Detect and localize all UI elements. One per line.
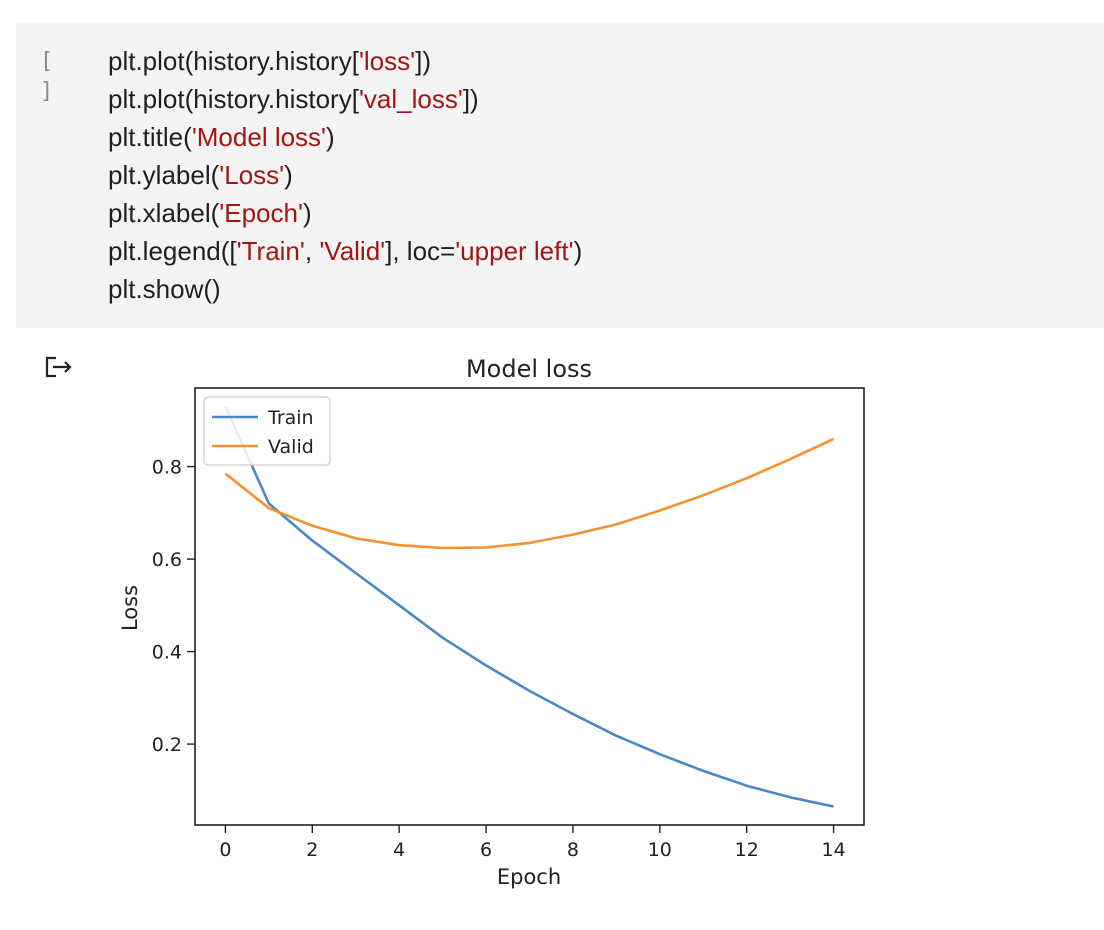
code-line: plt.xlabel('Epoch') bbox=[108, 194, 582, 232]
code-token: ) bbox=[573, 236, 583, 266]
code-token: ], loc= bbox=[385, 236, 456, 266]
x-tick-label: 14 bbox=[821, 839, 845, 861]
code-token: plt.title( bbox=[108, 122, 192, 152]
code-token: plt.plot(history.history[ bbox=[108, 46, 359, 76]
y-tick-label: 0.6 bbox=[152, 549, 182, 571]
y-tick-label: 0.2 bbox=[152, 734, 182, 756]
legend: Train Valid bbox=[203, 396, 331, 466]
code-string-token: 'Model loss' bbox=[191, 122, 327, 152]
code-string-token: 'upper left' bbox=[455, 236, 574, 266]
series-line-train bbox=[224, 405, 834, 808]
code-token: ) bbox=[284, 160, 293, 190]
code-token: , bbox=[304, 236, 320, 266]
code-editor[interactable]: plt.plot(history.history['loss']) plt.plo… bbox=[108, 42, 582, 308]
x-axis-label: Epoch bbox=[497, 865, 561, 889]
x-tick-label: 0 bbox=[219, 839, 231, 861]
code-line: plt.plot(history.history['loss']) bbox=[108, 42, 582, 80]
y-tick-label: 0.4 bbox=[152, 642, 182, 664]
loss-chart: Model loss 0 2 4 6 8 10 12 14 0.2 0.4 0.6 0.8 Train… bbox=[118, 355, 865, 889]
x-tick-label: 6 bbox=[480, 839, 492, 861]
legend-label: Valid bbox=[268, 436, 314, 458]
code-token: plt.legend([ bbox=[108, 236, 237, 266]
code-token: plt.plot(history.history[ bbox=[108, 84, 359, 114]
code-token: ]) bbox=[415, 46, 431, 76]
series-line-valid bbox=[224, 437, 835, 550]
x-tick-label: 12 bbox=[735, 839, 759, 861]
code-line: plt.legend(['Train', 'Valid'], loc='uppe… bbox=[108, 232, 582, 270]
code-line: plt.title('Model loss') bbox=[108, 118, 582, 156]
x-tick-label: 10 bbox=[648, 839, 672, 861]
code-cell[interactable] bbox=[16, 22, 1104, 328]
x-tick-label: 8 bbox=[567, 839, 579, 861]
code-token: ) bbox=[302, 198, 312, 228]
run-cell-button[interactable]: [ ] bbox=[40, 49, 60, 104]
output-redirect-icon bbox=[45, 356, 72, 378]
chart-title: Model loss bbox=[466, 355, 592, 383]
x-tick-label: 4 bbox=[393, 839, 405, 861]
code-string-token: 'val_loss' bbox=[358, 84, 463, 114]
code-token: plt.xlabel( bbox=[108, 198, 220, 228]
code-string-token: 'loss' bbox=[358, 46, 416, 76]
legend-box bbox=[203, 396, 331, 466]
y-tick-label: 0.8 bbox=[152, 457, 182, 479]
code-token: plt.ylabel( bbox=[108, 160, 220, 190]
code-token: ) bbox=[326, 122, 335, 152]
y-axis-label: Loss bbox=[118, 585, 142, 631]
code-string-token: 'Epoch' bbox=[219, 198, 303, 228]
legend-label: Train bbox=[267, 407, 314, 429]
code-line: plt.ylabel('Loss') bbox=[108, 156, 582, 194]
plot-frame bbox=[194, 387, 865, 826]
code-string-token: 'Valid' bbox=[319, 236, 386, 266]
code-token: plt.show() bbox=[108, 274, 221, 304]
code-line: plt.show() bbox=[108, 270, 582, 308]
code-string-token: 'Loss' bbox=[219, 160, 285, 190]
code-string-token: 'Train' bbox=[236, 236, 305, 266]
code-token: ]) bbox=[462, 84, 479, 114]
code-line: plt.plot(history.history['val_loss']) bbox=[108, 80, 582, 118]
x-tick-label: 2 bbox=[306, 839, 318, 861]
